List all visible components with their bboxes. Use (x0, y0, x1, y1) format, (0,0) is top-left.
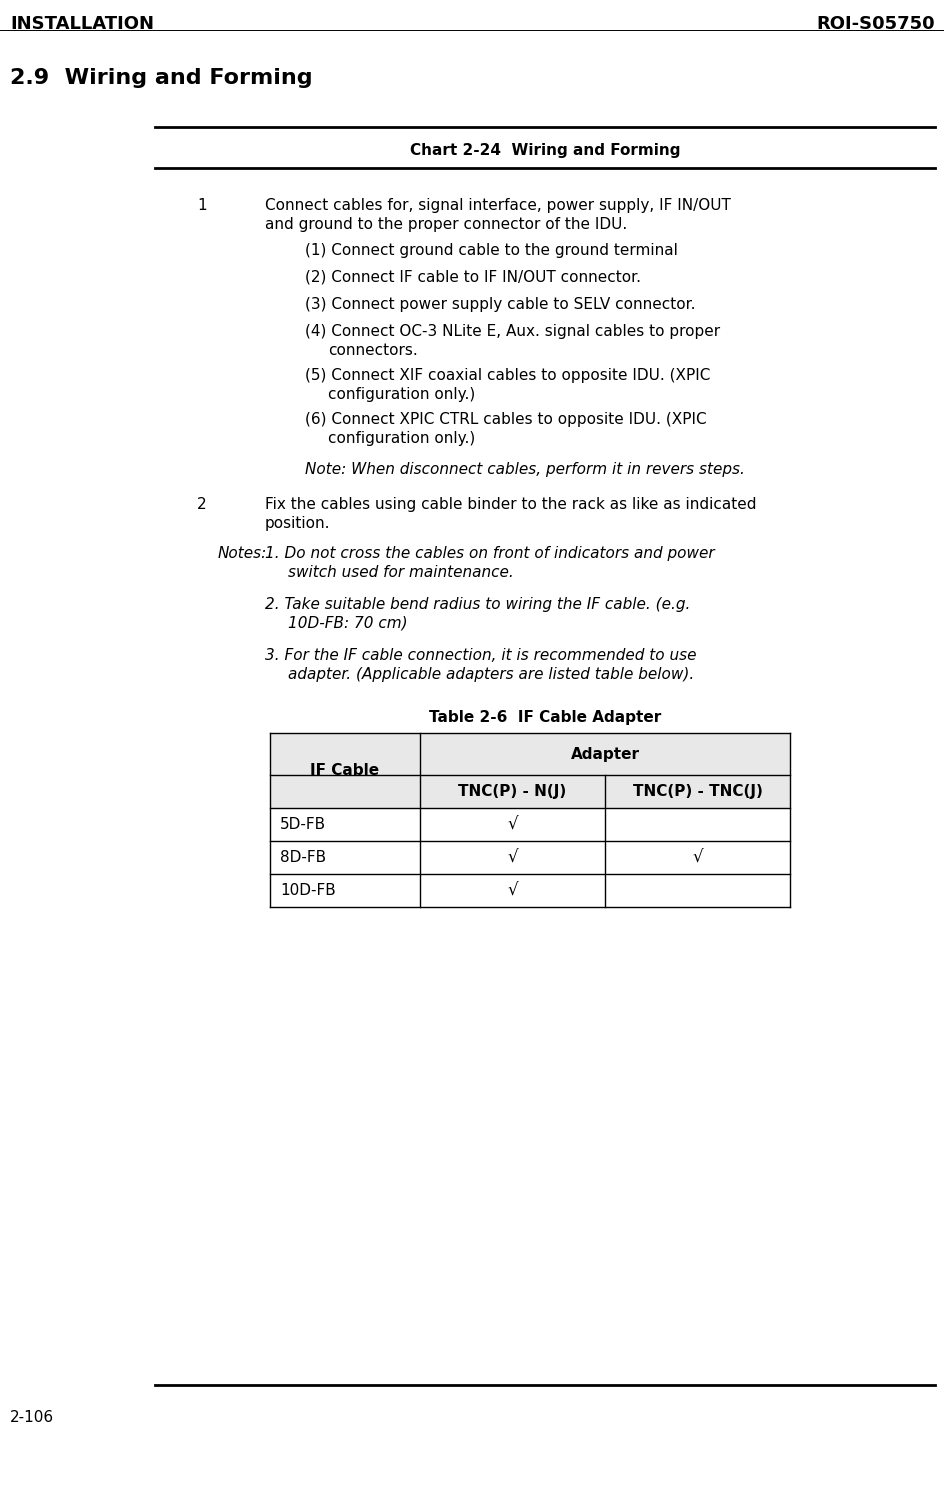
Text: 1: 1 (196, 199, 207, 213)
Text: √: √ (507, 815, 517, 833)
Text: 8D-FB: 8D-FB (279, 850, 326, 864)
Text: √: √ (691, 848, 702, 866)
Text: INSTALLATION: INSTALLATION (10, 15, 154, 33)
Text: Notes:: Notes: (218, 546, 267, 561)
Text: Fix the cables using cable binder to the rack as like as indicated: Fix the cables using cable binder to the… (264, 497, 756, 512)
Text: 3. For the IF cable connection, it is recommended to use: 3. For the IF cable connection, it is re… (264, 648, 696, 663)
Text: (6) Connect XPIC CTRL cables to opposite IDU. (XPIC: (6) Connect XPIC CTRL cables to opposite… (305, 412, 706, 427)
Text: TNC(P) - N(J): TNC(P) - N(J) (458, 784, 566, 799)
Text: √: √ (507, 848, 517, 866)
Text: Table 2-6  IF Cable Adapter: Table 2-6 IF Cable Adapter (429, 711, 661, 726)
Text: TNC(P) - TNC(J): TNC(P) - TNC(J) (632, 784, 762, 799)
Text: (5) Connect XIF coaxial cables to opposite IDU. (XPIC: (5) Connect XIF coaxial cables to opposi… (305, 367, 710, 384)
Text: (4) Connect OC-3 NLite E, Aux. signal cables to proper: (4) Connect OC-3 NLite E, Aux. signal ca… (305, 324, 719, 339)
Text: 2. Take suitable bend radius to wiring the IF cable. (e.g.: 2. Take suitable bend radius to wiring t… (264, 597, 690, 612)
Text: √: √ (507, 881, 517, 899)
Text: 1. Do not cross the cables on front of indicators and power: 1. Do not cross the cables on front of i… (264, 546, 714, 561)
Text: (2) Connect IF cable to IF IN/OUT connector.: (2) Connect IF cable to IF IN/OUT connec… (305, 270, 640, 285)
Text: 2-106: 2-106 (10, 1409, 54, 1424)
Text: 5D-FB: 5D-FB (279, 817, 326, 832)
Text: position.: position. (264, 517, 330, 532)
Text: Connect cables for, signal interface, power supply, IF IN/OUT: Connect cables for, signal interface, po… (264, 199, 730, 213)
Text: (3) Connect power supply cable to SELV connector.: (3) Connect power supply cable to SELV c… (305, 297, 695, 312)
Text: connectors.: connectors. (328, 343, 417, 358)
Text: configuration only.): configuration only.) (328, 387, 475, 402)
Text: Note: When disconnect cables, perform it in revers steps.: Note: When disconnect cables, perform it… (305, 461, 744, 476)
Bar (270, 733, 789, 775)
Text: IF Cable: IF Cable (311, 763, 379, 778)
Text: Chart 2-24  Wiring and Forming: Chart 2-24 Wiring and Forming (410, 143, 680, 158)
Text: switch used for maintenance.: switch used for maintenance. (288, 564, 514, 579)
Text: 10D-FB: 10D-FB (279, 882, 335, 897)
Text: Adapter: Adapter (570, 746, 639, 761)
Text: adapter. (Applicable adapters are listed table below).: adapter. (Applicable adapters are listed… (288, 667, 694, 682)
Text: ROI-S05750: ROI-S05750 (816, 15, 934, 33)
Text: 10D-FB: 70 cm): 10D-FB: 70 cm) (288, 617, 407, 632)
Text: configuration only.): configuration only.) (328, 431, 475, 446)
Bar (270, 775, 789, 808)
Text: 2: 2 (196, 497, 207, 512)
Text: 2.9  Wiring and Forming: 2.9 Wiring and Forming (10, 69, 312, 88)
Text: (1) Connect ground cable to the ground terminal: (1) Connect ground cable to the ground t… (305, 243, 677, 258)
Text: and ground to the proper connector of the IDU.: and ground to the proper connector of th… (264, 216, 627, 231)
